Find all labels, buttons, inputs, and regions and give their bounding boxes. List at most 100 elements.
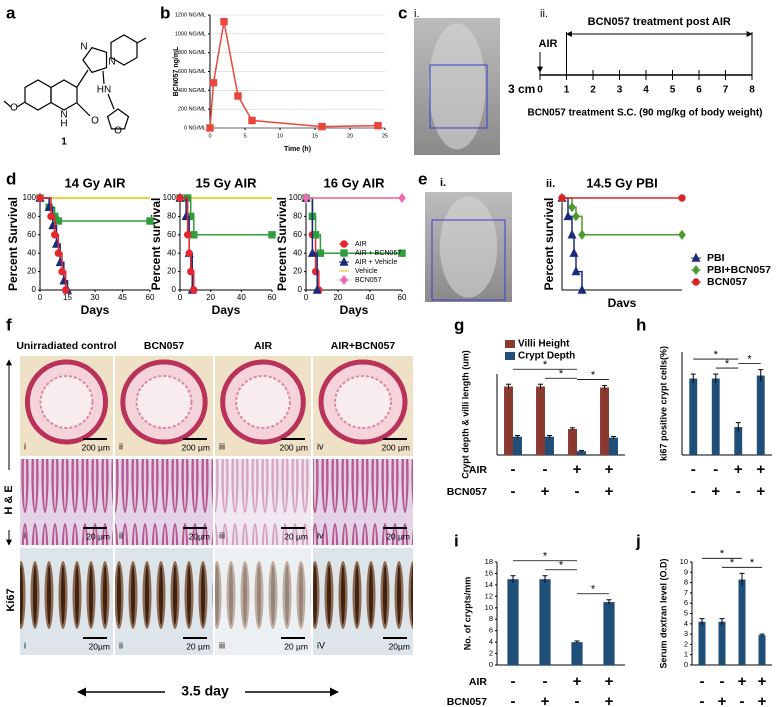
y-tick-label: 2	[489, 649, 493, 658]
factor-name: AIR	[469, 676, 488, 688]
significance-mark: *	[730, 557, 735, 569]
marker	[558, 194, 566, 202]
image-numeral: ii	[119, 530, 123, 540]
marker	[692, 264, 700, 276]
y-tick-label: 0	[32, 285, 37, 294]
y-tick-label: 8	[489, 614, 493, 623]
y-tick-label: 100	[23, 193, 37, 202]
timeline-tick-label: 6	[696, 85, 702, 96]
y-tick-label: 800 NG/ML	[178, 50, 206, 56]
chart-title: 14 Gy AIR	[65, 175, 127, 190]
bar	[756, 375, 765, 455]
image-numeral: iv	[317, 530, 324, 540]
atom-label: O	[10, 103, 18, 114]
bond	[76, 69, 89, 88]
bond-ring	[82, 46, 108, 74]
marker	[678, 194, 686, 202]
chart-title: 16 Gy AIR	[324, 175, 386, 190]
row-label: Ki67	[5, 588, 17, 611]
marker	[311, 231, 320, 239]
x-axis-label: Days	[81, 303, 110, 317]
image-numeral: ii	[119, 441, 123, 451]
factor-sign: -	[740, 693, 745, 707]
y-tick-label: 600 NG/ML	[178, 69, 206, 75]
y-tick-label: 100	[289, 193, 303, 202]
x-tick-label: 20	[334, 293, 343, 302]
y-axis-label: Percent survival	[542, 198, 556, 291]
factor-sign: +	[756, 461, 765, 478]
x-axis-label: Davs	[608, 296, 637, 310]
y-tick-label: 9	[684, 567, 688, 576]
panel-label: a	[6, 3, 16, 22]
y-tick-label: 200 NG/ML	[178, 107, 206, 113]
column-header: AIR+BCN057	[331, 340, 396, 352]
legend-label: BCN057	[355, 277, 382, 284]
legend-label: AIR	[355, 241, 367, 248]
y-tick-label: 5	[684, 608, 688, 617]
x-tick-label: 30	[91, 293, 100, 302]
marker	[220, 17, 228, 26]
x-tick-label: 25	[382, 133, 388, 139]
x-tick-label: 0	[304, 293, 309, 302]
x-tick-label: 40	[237, 293, 246, 302]
legend-label: Vehicle	[355, 268, 378, 275]
marker	[577, 284, 587, 294]
micrograph	[215, 459, 311, 545]
scale-label: 200 µm	[81, 442, 110, 452]
factor-sign: -	[543, 673, 548, 690]
timeline-tick-label: 8	[749, 85, 755, 96]
factor-sign: +	[605, 693, 614, 707]
factor-sign: -	[691, 461, 696, 478]
marker	[339, 256, 349, 266]
legend-label: Villi Height	[518, 339, 570, 350]
series-line	[306, 197, 402, 254]
y-tick-label: 20	[27, 267, 36, 276]
bond	[16, 101, 26, 108]
marker	[36, 194, 44, 202]
marker	[340, 274, 348, 286]
marker	[571, 266, 581, 276]
legend-label: BCN057	[707, 276, 747, 288]
y-tick-label: 10	[485, 603, 493, 612]
bar	[539, 579, 551, 665]
bar	[711, 378, 720, 455]
duration-label: 3.5 day	[181, 683, 229, 699]
panel-label: i	[454, 531, 459, 550]
bar	[577, 451, 586, 455]
bar	[758, 635, 766, 665]
y-tick-label: 3	[684, 629, 688, 638]
bond-ring	[106, 108, 130, 130]
marker	[691, 252, 701, 262]
image-numeral: iii	[219, 530, 225, 540]
bar	[571, 642, 583, 665]
marker	[268, 231, 276, 239]
y-tick-label: 40	[27, 248, 36, 257]
bar	[698, 621, 706, 665]
x-tick-label: 0	[208, 133, 211, 139]
factor-sign: -	[511, 673, 516, 690]
marker	[398, 249, 406, 257]
marker	[572, 211, 580, 222]
significance-mark: *	[559, 560, 564, 572]
bond-ring	[50, 79, 78, 111]
scale-label: 20 µm	[86, 531, 110, 541]
field-box	[429, 64, 488, 129]
y-tick-label: 80	[293, 212, 302, 221]
y-tick-label: 6	[489, 626, 493, 635]
series-line	[40, 197, 69, 290]
factor-sign: +	[758, 693, 767, 707]
x-tick-label: 20	[347, 133, 353, 139]
atom-label: HN	[97, 85, 111, 96]
x-tick-label: 40	[366, 293, 375, 302]
y-tick-label: 20	[167, 267, 176, 276]
scale-label: 20 µm	[186, 641, 210, 651]
bar	[689, 378, 698, 455]
factor-sign: -	[511, 461, 516, 478]
timeline-tick-label: 5	[670, 85, 676, 96]
y-axis-label: Percent Survival	[6, 197, 20, 291]
legend-label: AIR + BCN057	[355, 250, 401, 257]
panel-label: j	[635, 531, 641, 550]
micrograph	[313, 459, 413, 545]
y-tick-label: 60	[167, 230, 176, 239]
image-numeral: ii	[119, 640, 123, 650]
